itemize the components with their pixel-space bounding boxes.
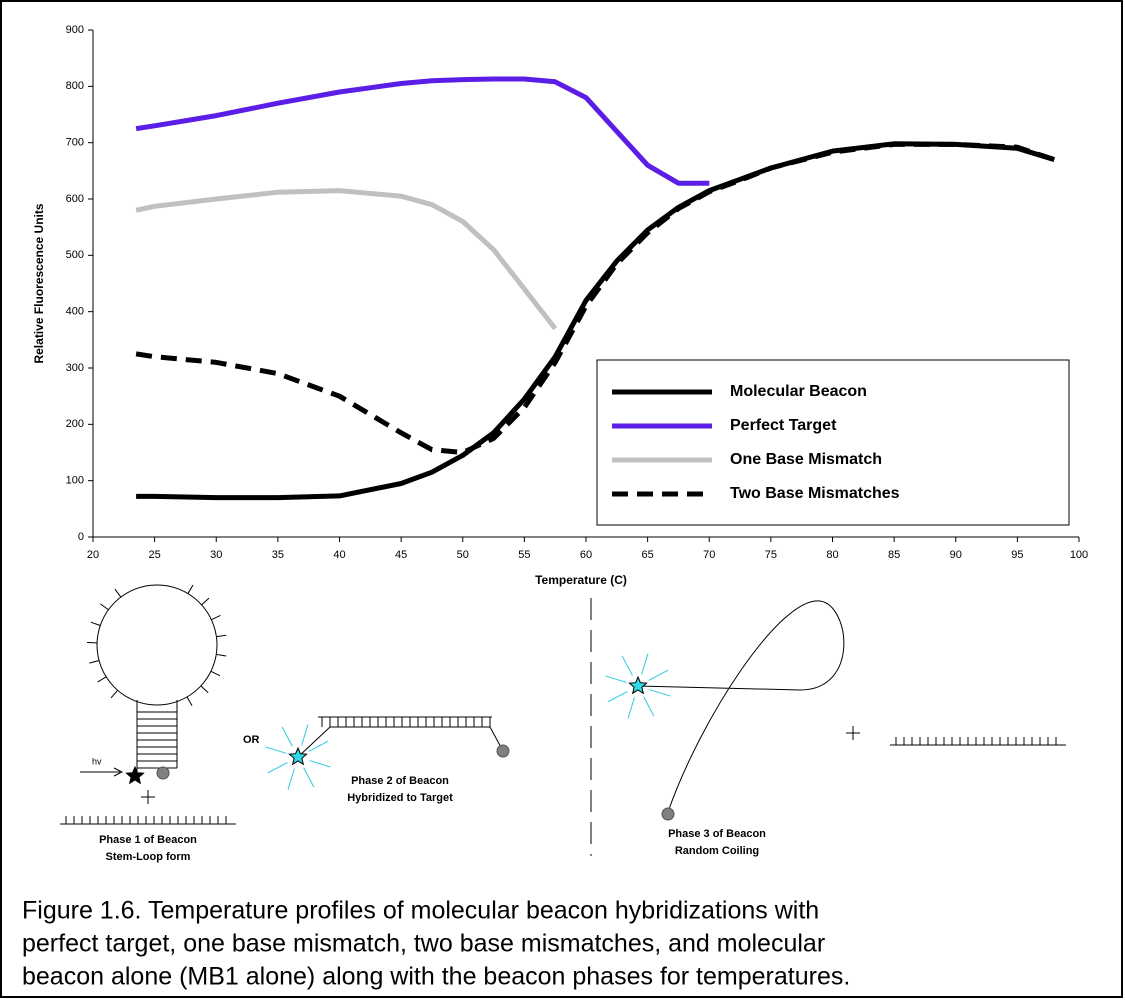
glow-ray — [287, 768, 295, 790]
stem-rungs — [137, 711, 177, 769]
fluorophore — [628, 675, 648, 695]
loop-tick — [201, 597, 210, 606]
x-tick-label: 90 — [950, 549, 962, 561]
loop-tick — [90, 621, 101, 626]
y-tick-label: 600 — [66, 193, 84, 205]
y-tick-label: 900 — [66, 24, 84, 36]
series-line — [135, 188, 558, 331]
diagram — [60, 584, 1066, 856]
duplex-rungs — [321, 717, 491, 727]
x-tick-label: 25 — [149, 549, 161, 561]
loop-tick — [89, 660, 100, 664]
legend-label: One Base Mismatch — [730, 451, 882, 468]
fluorophores — [125, 653, 671, 790]
coil — [637, 600, 845, 813]
or-label: OR — [243, 734, 260, 746]
glow-ray — [301, 724, 309, 746]
glow-ray — [308, 740, 329, 752]
fluorophore — [288, 746, 308, 766]
quencher — [661, 807, 675, 821]
glow-ray — [649, 689, 671, 697]
glow-ray — [267, 762, 288, 774]
y-tick-label: 100 — [66, 475, 84, 487]
phase-label: Stem-Loop form — [106, 851, 191, 863]
y-tick-label: 400 — [66, 306, 84, 318]
quencher — [156, 766, 170, 780]
x-tick-label: 20 — [87, 549, 99, 561]
x-tick-label: 35 — [272, 549, 284, 561]
phase-label: Phase 2 of Beacon — [351, 775, 449, 787]
glow-ray — [303, 767, 315, 788]
legend-label: Two Base Mismatches — [730, 485, 900, 502]
glow-ray — [281, 726, 293, 747]
loop-tick — [186, 696, 193, 706]
loop-tick — [210, 670, 221, 677]
loop-tick — [187, 584, 194, 594]
series-line — [135, 141, 1056, 455]
phase-label: Random Coiling — [675, 845, 759, 857]
legend-label: Perfect Target — [730, 417, 837, 434]
phase-label: Phase 1 of Beacon — [99, 834, 197, 846]
loop-tick — [114, 588, 122, 598]
glow-ray — [627, 697, 635, 719]
caption-line: perfect target, one base mismatch, two b… — [22, 930, 825, 958]
y-tick-label: 200 — [66, 418, 84, 430]
loop-tick — [110, 689, 119, 699]
chart: 0 100 200 300 400 500 600 700 800 900 20 25 30 35 40 45… — [32, 24, 1088, 587]
loop-tick — [211, 614, 221, 621]
x-axis-label: Temperature (C) — [535, 573, 627, 587]
x-tick-label: 100 — [1070, 549, 1088, 561]
x-tick-label: 80 — [826, 549, 838, 561]
glow-ray — [621, 655, 633, 676]
loop-ticks — [87, 584, 227, 706]
x-tick-label: 65 — [642, 549, 654, 561]
loop-tick — [216, 653, 227, 657]
y-tick-label: 800 — [66, 80, 84, 92]
quencher — [496, 744, 510, 758]
legend-box — [596, 359, 1070, 526]
caption-line: beacon alone (MB1 alone) along with the … — [22, 963, 850, 991]
loop-tick — [216, 634, 227, 638]
glow-ray — [309, 760, 331, 768]
x-tick-label: 45 — [395, 549, 407, 561]
x-tick-label: 70 — [703, 549, 715, 561]
loop-tick — [200, 685, 209, 694]
glow-ray — [607, 691, 628, 703]
series-line — [135, 76, 710, 186]
y-axis-label: Relative Fluorescence Units — [32, 203, 46, 363]
loop-tick — [100, 603, 109, 611]
y-tick-label: 500 — [66, 249, 84, 261]
loop-tick — [97, 676, 107, 683]
x-tick-label: 60 — [580, 549, 592, 561]
y-tick-label: 300 — [66, 362, 84, 374]
loop — [96, 584, 218, 706]
x-tick-label: 50 — [457, 549, 469, 561]
glow-ray — [265, 746, 287, 754]
glow-ray — [648, 669, 669, 681]
glow-ray — [605, 675, 627, 683]
legend-label: Molecular Beacon — [730, 383, 867, 400]
x-tick-label: 55 — [518, 549, 530, 561]
fluorophore — [125, 765, 145, 785]
phase-label: Hybridized to Target — [347, 792, 453, 804]
x-tick-label: 30 — [210, 549, 222, 561]
glow-ray — [643, 696, 655, 717]
y-tick-label: 0 — [78, 531, 84, 543]
caption-line: Figure 1.6. Temperature profiles of mole… — [22, 897, 819, 925]
energy-label: hv — [92, 756, 102, 766]
phase-label: Phase 3 of Beacon — [668, 828, 766, 840]
glow-ray — [641, 653, 649, 675]
target-ticks — [895, 737, 1057, 745]
x-tick-label: 85 — [888, 549, 900, 561]
y-tick-label: 700 — [66, 137, 84, 149]
legend: Molecular Beacon Perfect Target One Base M… — [596, 359, 1070, 526]
x-tick-label: 40 — [333, 549, 345, 561]
arrow-head — [113, 767, 124, 777]
target-ticks — [65, 816, 227, 824]
x-tick-label: 95 — [1011, 549, 1023, 561]
x-tick-label: 75 — [765, 549, 777, 561]
